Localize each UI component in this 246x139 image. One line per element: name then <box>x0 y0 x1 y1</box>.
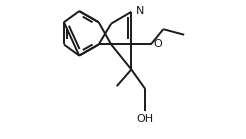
Text: OH: OH <box>137 114 154 124</box>
Text: N: N <box>136 6 144 16</box>
Text: O: O <box>153 39 162 49</box>
